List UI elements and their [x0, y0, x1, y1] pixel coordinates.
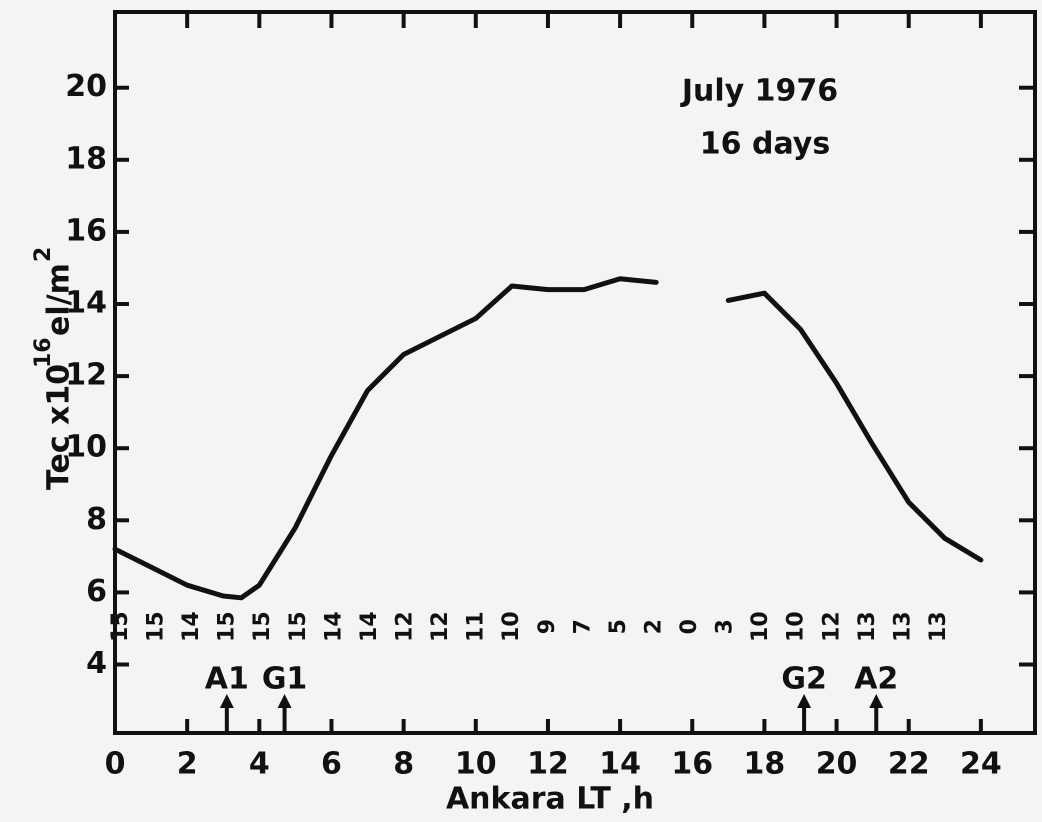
y-axis-label-unit-exponent: 2 — [31, 247, 56, 262]
count-label: 3 — [713, 619, 738, 634]
count-label: 12 — [819, 611, 844, 642]
count-label: 14 — [357, 611, 382, 642]
count-label: 14 — [321, 611, 346, 642]
y-tick-label: 12 — [65, 358, 107, 393]
count-label: 12 — [393, 611, 418, 642]
count-label: 11 — [464, 611, 489, 642]
count-label: 13 — [890, 611, 915, 642]
y-tick-label: 14 — [65, 286, 107, 321]
marker-arrowhead — [869, 694, 884, 708]
y-tick-label: 20 — [65, 69, 107, 104]
count-label: 15 — [215, 611, 240, 642]
y-tick-label: 18 — [65, 141, 107, 176]
x-tick-label: 6 — [321, 747, 342, 782]
marker-label: A1 — [205, 662, 249, 697]
chart-title: July 1976 — [680, 74, 838, 109]
count-label: 15 — [250, 611, 275, 642]
x-tick-label: 22 — [888, 747, 930, 782]
count-label: 12 — [428, 611, 453, 642]
count-label: 2 — [641, 619, 666, 634]
x-tick-label: 12 — [527, 747, 569, 782]
y-axis-label: Tec x10 — [42, 364, 77, 490]
x-tick-label: 18 — [744, 747, 786, 782]
x-tick-label: 20 — [816, 747, 858, 782]
y-tick-label: 4 — [86, 646, 107, 681]
count-label: 9 — [535, 619, 560, 634]
marker-label: G2 — [781, 662, 827, 697]
count-label: 13 — [926, 611, 951, 642]
y-axis-label-unit: el/m — [42, 263, 77, 336]
count-label: 10 — [784, 611, 809, 642]
y-axis-label-exponent: 16 — [31, 337, 56, 368]
y-tick-label: 8 — [86, 502, 107, 537]
x-tick-label: 16 — [671, 747, 713, 782]
marker-arrowhead — [797, 694, 812, 708]
count-label: 15 — [144, 611, 169, 642]
count-label: 10 — [499, 611, 524, 642]
x-tick-label: 8 — [393, 747, 414, 782]
marker-arrowhead — [277, 694, 292, 708]
x-tick-label: 14 — [599, 747, 641, 782]
y-tick-label: 16 — [65, 213, 107, 248]
y-tick-label: 10 — [65, 430, 107, 465]
marker-label: G1 — [262, 662, 308, 697]
x-tick-label: 2 — [177, 747, 198, 782]
chart-subtitle: 16 days — [700, 127, 830, 162]
count-label: 5 — [606, 619, 631, 634]
count-label: 15 — [108, 611, 133, 642]
x-tick-label: 0 — [105, 747, 126, 782]
count-label: 13 — [855, 611, 880, 642]
marker-label: A2 — [854, 662, 898, 697]
data-line — [725, 290, 984, 563]
x-tick-label: 4 — [249, 747, 270, 782]
plot-frame — [113, 10, 1037, 735]
x-tick-label: 10 — [455, 747, 497, 782]
marker-arrowhead — [219, 694, 234, 708]
y-axis-label-group: Tec x10 16 el/m 2 — [31, 247, 77, 490]
y-tick-label: 6 — [86, 574, 107, 609]
x-tick-label: 24 — [960, 747, 1002, 782]
count-label: 7 — [570, 619, 595, 634]
count-label: 14 — [179, 611, 204, 642]
count-label: 0 — [677, 619, 702, 634]
x-axis-label: Ankara LT ,h — [446, 782, 654, 817]
count-label: 15 — [286, 611, 311, 642]
data-line — [112, 276, 659, 601]
count-label: 10 — [748, 611, 773, 642]
